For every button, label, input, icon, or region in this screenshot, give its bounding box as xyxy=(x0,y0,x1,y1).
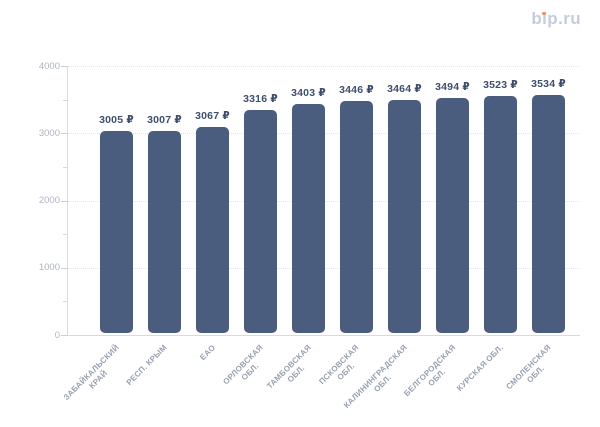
logo-orange-dot-icon xyxy=(542,11,546,16)
bar-value-label: 3446 ₽ xyxy=(339,84,374,96)
bar xyxy=(100,131,133,333)
category-label: ОРЛОВСКАЯ ОБЛ. xyxy=(221,343,265,387)
y-tick-label: 0 xyxy=(54,329,60,341)
y-tick-label: 2000 xyxy=(38,195,60,206)
bar-value-label: 3534 ₽ xyxy=(531,78,566,90)
bar-value-label: 3494 ₽ xyxy=(435,81,470,93)
category-label: СМОЛЕНСКАЯ ОБЛ. xyxy=(504,343,553,392)
y-axis-major-tick xyxy=(61,200,67,202)
y-tick-label: 4000 xyxy=(38,60,60,72)
bar xyxy=(244,110,277,333)
y-tick-label: 1000 xyxy=(38,262,60,274)
x-axis-line xyxy=(67,335,580,336)
bar-value-label: 3007 ₽ xyxy=(147,114,182,126)
y-axis-major-tick xyxy=(61,66,67,67)
y-axis-major-tick xyxy=(61,267,67,269)
bar-value-label: 3005 ₽ xyxy=(99,114,134,126)
y-axis-minor-tick xyxy=(63,99,67,101)
y-axis-line xyxy=(67,66,68,335)
bar xyxy=(292,104,325,333)
bar-value-label: 3067 ₽ xyxy=(195,110,230,122)
bar xyxy=(436,98,469,333)
y-axis-minor-tick xyxy=(63,301,67,303)
y-axis-minor-tick xyxy=(63,234,67,236)
bar-value-label: 3523 ₽ xyxy=(483,79,518,91)
bar xyxy=(148,131,181,333)
bar xyxy=(484,96,517,333)
bar xyxy=(388,100,421,333)
y-axis-minor-tick xyxy=(63,166,67,168)
gridline xyxy=(68,66,580,67)
bar-value-label: 3316 ₽ xyxy=(243,93,278,105)
bar xyxy=(196,127,229,333)
category-label: ТАМБОВСКАЯ ОБЛ. xyxy=(265,343,313,391)
bar xyxy=(532,95,565,333)
y-axis-major-tick xyxy=(61,133,67,135)
y-axis-major-tick xyxy=(61,335,67,336)
category-label: ЗАБАЙКАЛЬСКИЙ КРАЙ xyxy=(61,343,121,403)
y-tick-label: 3000 xyxy=(38,127,60,139)
category-label: ЕАО xyxy=(197,343,217,362)
bar-value-label: 3403 ₽ xyxy=(291,87,326,99)
category-label: КУРСКАЯ ОБЛ. xyxy=(454,343,505,393)
category-label: РЕСП. КРЫМ xyxy=(124,343,169,388)
bar-value-label: 3464 ₽ xyxy=(387,83,422,95)
bip-ru-logo-text: bip.ru xyxy=(531,9,581,28)
bar xyxy=(340,101,373,333)
bip-ru-logo[interactable]: bip.ru xyxy=(531,9,581,29)
